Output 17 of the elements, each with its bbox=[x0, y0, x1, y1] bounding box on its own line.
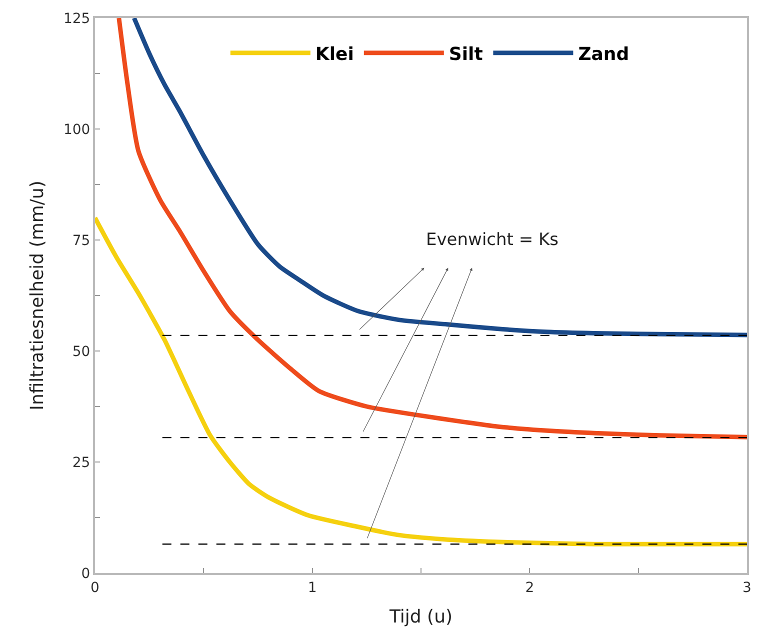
y-axis-title: Infiltratiesnelheid (mm/u) bbox=[27, 180, 48, 410]
annotation: Evenwicht = Ks bbox=[426, 230, 559, 250]
y-tick-label: 25 bbox=[72, 454, 90, 471]
y-tick-label: 50 bbox=[72, 344, 90, 360]
x-axis-title: Tijd (u) bbox=[388, 606, 453, 628]
x-tick-label: 3 bbox=[742, 580, 752, 596]
line-series bbox=[132, 18, 747, 338]
legend-label: Zand bbox=[578, 44, 630, 65]
legend-label: Silt bbox=[448, 44, 484, 65]
y-tick-label: 125 bbox=[63, 10, 90, 27]
y-tick-label: 100 bbox=[63, 122, 90, 138]
y-tick-label: 0 bbox=[81, 566, 90, 582]
legend-label: Klei bbox=[315, 44, 354, 65]
line-series bbox=[116, 18, 747, 440]
x-tick-label: 1 bbox=[308, 580, 317, 596]
x-tick-label: 2 bbox=[525, 580, 534, 596]
y-tick-label: 75 bbox=[72, 232, 90, 249]
